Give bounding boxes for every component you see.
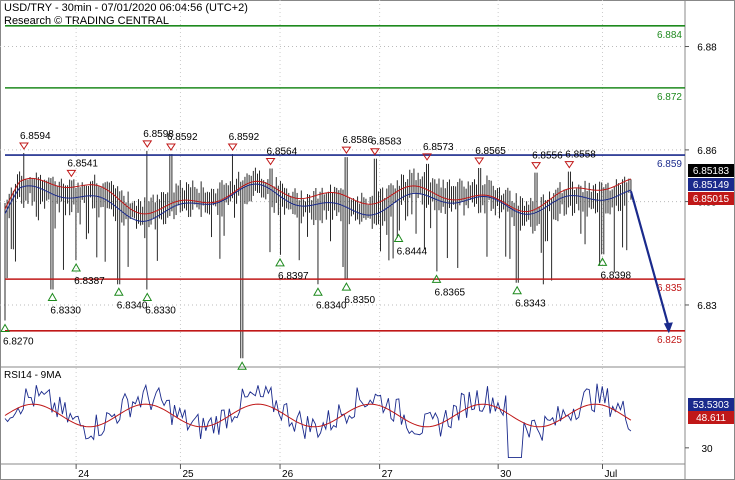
low-label: 6.8365: [435, 287, 466, 298]
high-label: 6.8586: [342, 135, 373, 146]
high-marker: [227, 143, 238, 151]
low-label: 6.8397: [278, 271, 309, 282]
low-marker: [71, 262, 81, 272]
time-tick-label: Jul: [604, 469, 617, 480]
time-tick-label: 30: [500, 469, 512, 480]
high-marker: [166, 143, 176, 151]
price-tag-box: [688, 192, 734, 205]
rsi-ma-line: [4, 403, 632, 428]
rsi-tick-label: 30: [701, 444, 713, 455]
high-marker: [341, 146, 352, 155]
level-label: 6.884: [657, 30, 682, 41]
chart-source: Research © TRADING CENTRAL: [4, 15, 169, 27]
low-marker: [341, 282, 352, 291]
low-label: 6.8330: [145, 305, 176, 316]
low-marker: [47, 292, 58, 301]
high-marker: [474, 157, 485, 165]
price-tag-label: 6.85183: [693, 166, 730, 177]
time-tick-label: 25: [182, 469, 194, 480]
moving-average-blue: [4, 183, 632, 222]
chart-title: USD/TRY - 30min - 07/01/2020 06:04:56 (U…: [4, 2, 248, 14]
low-marker: [597, 257, 608, 266]
time-tick-label: 26: [282, 469, 294, 480]
low-marker: [0, 323, 10, 332]
high-marker: [142, 140, 153, 148]
high-label: 6.8556: [532, 151, 563, 162]
price-tag-box: [688, 164, 734, 177]
level-label: 6.825: [657, 335, 682, 346]
high-label: 6.8573: [423, 142, 454, 153]
low-marker: [313, 287, 323, 296]
price-tick-label: 6.86: [697, 146, 717, 157]
rsi-tag-box: [688, 411, 734, 424]
price-tick-label: 6.83: [697, 301, 717, 312]
high-label: 6.8592: [167, 132, 198, 143]
rsi-tag-box: [688, 398, 734, 411]
moving-average-red: [4, 177, 632, 215]
high-marker: [422, 153, 432, 161]
rsi-panel-title: RSI14 - 9MA: [4, 370, 62, 381]
level-label: 6.835: [657, 283, 682, 294]
rsi-line: [4, 383, 632, 458]
high-label: 6.8594: [20, 131, 51, 142]
high-label: 6.8592: [229, 132, 260, 143]
level-label: 6.859: [657, 159, 682, 170]
low-marker: [393, 233, 404, 243]
high-marker: [19, 142, 29, 150]
high-label: 6.8583: [371, 137, 402, 148]
low-label: 6.8398: [600, 270, 631, 281]
high-marker: [66, 169, 77, 178]
price-tag-label: 6.85149: [693, 180, 730, 191]
time-tick-label: 24: [78, 469, 90, 480]
low-marker: [237, 361, 247, 370]
low-label: 6.8270: [3, 336, 34, 347]
high-marker: [564, 161, 575, 169]
high-marker: [531, 162, 542, 170]
low-label: 6.8343: [515, 299, 546, 310]
rsi-tag-label: 53.5303: [693, 400, 730, 411]
high-label: 6.8541: [67, 158, 98, 169]
low-marker: [512, 285, 522, 295]
level-label: 6.872: [657, 92, 682, 103]
high-label: 6.8598: [143, 129, 174, 140]
high-label: 6.8564: [267, 147, 298, 158]
low-marker: [275, 257, 285, 267]
low-label: 6.8330: [50, 305, 81, 316]
low-marker: [113, 287, 124, 296]
low-label: 6.8444: [397, 247, 428, 258]
low-label: 6.8387: [74, 276, 105, 287]
high-marker: [369, 148, 380, 156]
price-tag-box: [688, 178, 734, 191]
price-tag-label: 6.85015: [693, 194, 730, 205]
rsi-tag-label: 48.611: [696, 413, 726, 424]
projection-arrow-head: [663, 322, 673, 334]
low-marker: [431, 274, 442, 283]
time-tick-label: 27: [382, 469, 394, 480]
low-label: 6.8340: [117, 300, 148, 311]
low-label: 6.8350: [344, 295, 375, 306]
high-label: 6.8558: [565, 150, 596, 161]
projection-arrow-line: [629, 190, 670, 328]
high-label: 6.8565: [475, 146, 506, 157]
low-label: 6.8340: [316, 300, 347, 311]
price-tick-label: 6.88: [697, 43, 717, 54]
low-marker: [142, 292, 153, 301]
high-marker: [265, 158, 276, 166]
